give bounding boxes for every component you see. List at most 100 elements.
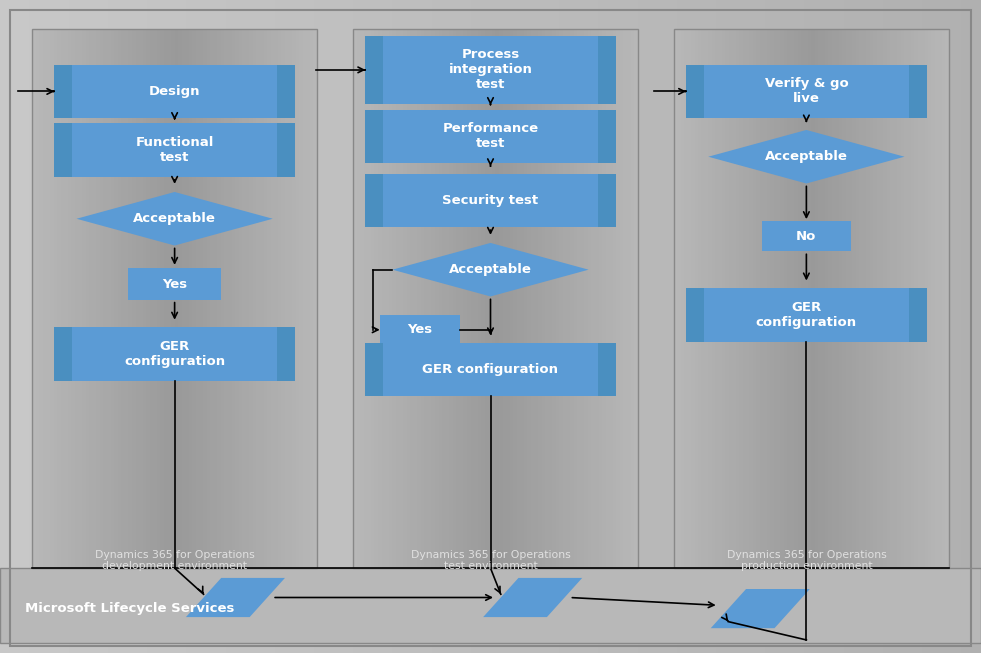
Bar bbox=[510, 29, 513, 568]
Bar bbox=[883, 0, 893, 653]
Bar bbox=[870, 29, 873, 568]
Bar bbox=[131, 29, 135, 568]
Bar bbox=[517, 29, 520, 568]
Bar bbox=[524, 29, 528, 568]
Bar bbox=[324, 0, 334, 653]
Text: No: No bbox=[797, 230, 816, 243]
Bar bbox=[795, 0, 804, 653]
Bar bbox=[39, 0, 49, 653]
Bar bbox=[203, 29, 207, 568]
Bar bbox=[171, 29, 175, 568]
Bar bbox=[96, 29, 100, 568]
Bar bbox=[712, 29, 715, 568]
Bar bbox=[47, 29, 50, 568]
Bar bbox=[111, 29, 114, 568]
Bar bbox=[50, 29, 54, 568]
Bar bbox=[719, 29, 722, 568]
Bar bbox=[482, 29, 485, 568]
Text: Dynamics 365 for Operations
production environment: Dynamics 365 for Operations production e… bbox=[727, 550, 886, 571]
Bar bbox=[767, 29, 770, 568]
Bar bbox=[698, 29, 701, 568]
Bar bbox=[732, 29, 736, 568]
Bar bbox=[489, 29, 491, 568]
Bar bbox=[824, 0, 834, 653]
Bar bbox=[175, 29, 179, 568]
Bar bbox=[674, 29, 677, 568]
Bar bbox=[569, 0, 579, 653]
Bar bbox=[784, 29, 788, 568]
Bar bbox=[366, 36, 384, 104]
Bar bbox=[150, 29, 153, 568]
Bar bbox=[36, 29, 39, 568]
Bar bbox=[55, 65, 73, 118]
Bar bbox=[402, 0, 412, 653]
Bar bbox=[314, 0, 324, 653]
Bar bbox=[961, 0, 971, 653]
Bar bbox=[697, 0, 706, 653]
Text: GER
configuration: GER configuration bbox=[124, 340, 226, 368]
Bar bbox=[32, 29, 317, 568]
Bar bbox=[278, 29, 282, 568]
Bar bbox=[100, 29, 104, 568]
Bar bbox=[292, 29, 295, 568]
Bar bbox=[57, 29, 61, 568]
Bar bbox=[147, 0, 157, 653]
Bar bbox=[971, 0, 981, 653]
Bar bbox=[736, 0, 746, 653]
Polygon shape bbox=[708, 130, 904, 183]
Bar bbox=[185, 29, 188, 568]
Bar bbox=[628, 0, 638, 653]
Bar bbox=[371, 29, 375, 568]
Bar bbox=[460, 29, 463, 568]
Text: GER configuration: GER configuration bbox=[423, 363, 558, 376]
Bar bbox=[894, 29, 898, 568]
Bar bbox=[78, 29, 82, 568]
Bar bbox=[164, 29, 168, 568]
Bar bbox=[695, 29, 698, 568]
Bar bbox=[822, 29, 825, 568]
Bar bbox=[55, 123, 295, 177]
Bar bbox=[506, 29, 510, 568]
Bar bbox=[681, 29, 685, 568]
Bar bbox=[357, 29, 360, 568]
Bar bbox=[264, 29, 267, 568]
Bar bbox=[445, 29, 449, 568]
Bar bbox=[687, 65, 704, 118]
Bar bbox=[353, 29, 357, 568]
Bar bbox=[284, 29, 288, 568]
Bar bbox=[422, 0, 432, 653]
Bar bbox=[226, 0, 235, 653]
Bar bbox=[808, 29, 811, 568]
Bar bbox=[114, 29, 118, 568]
Bar bbox=[303, 29, 306, 568]
Bar bbox=[153, 29, 157, 568]
Bar bbox=[736, 29, 740, 568]
Bar bbox=[804, 29, 808, 568]
Bar bbox=[89, 29, 93, 568]
Bar bbox=[581, 29, 585, 568]
Bar bbox=[608, 0, 618, 653]
Polygon shape bbox=[484, 578, 583, 617]
Bar bbox=[938, 29, 942, 568]
Bar bbox=[687, 0, 697, 653]
Bar bbox=[556, 29, 559, 568]
Bar bbox=[548, 29, 552, 568]
Bar bbox=[904, 29, 907, 568]
Bar bbox=[235, 0, 245, 653]
Bar bbox=[598, 29, 602, 568]
Bar bbox=[49, 0, 59, 653]
Bar bbox=[104, 29, 107, 568]
Bar bbox=[559, 0, 569, 653]
Bar bbox=[424, 29, 428, 568]
Bar bbox=[942, 29, 946, 568]
Bar bbox=[893, 0, 903, 653]
Bar bbox=[278, 65, 295, 118]
Bar bbox=[0, 0, 10, 653]
Text: Acceptable: Acceptable bbox=[449, 263, 532, 276]
Bar bbox=[634, 29, 638, 568]
Bar bbox=[294, 0, 304, 653]
Bar bbox=[366, 110, 384, 163]
Bar bbox=[412, 0, 422, 653]
Bar bbox=[753, 29, 756, 568]
Bar bbox=[627, 29, 631, 568]
